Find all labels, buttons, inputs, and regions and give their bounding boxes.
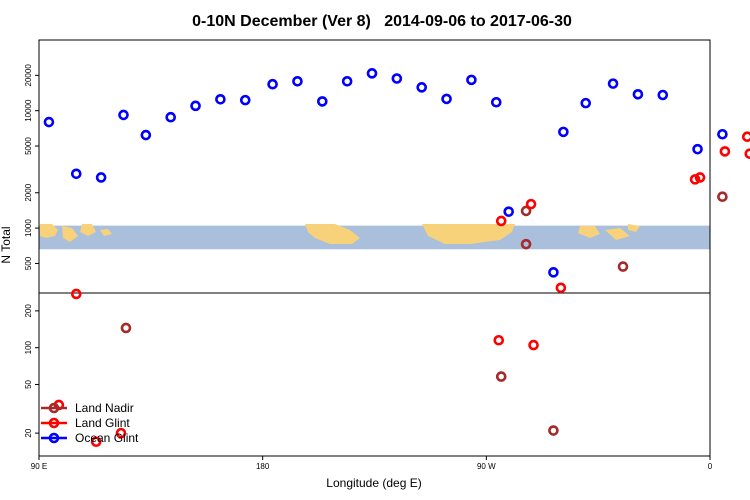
land-nadir-point [120,322,132,334]
ocean-glint-point [441,93,452,105]
landmass-2 [80,224,96,236]
x-tick-label: 180 [256,462,270,471]
landmass-0 [40,224,58,238]
y-tick-label-upper: 5000 [24,137,33,155]
x-tick-label: 90 W [477,462,496,471]
ocean-glint-point [43,116,55,128]
ocean-glint-point [466,74,477,86]
lower-plot-frame [38,292,711,457]
legend-marker-land-glint [48,417,60,429]
ocean-glint-point [215,94,226,105]
landmass-3 [100,229,112,236]
ocean-glint-point [657,89,669,101]
y-tick-label-upper: 20000 [24,64,33,87]
y-tick-label-lower: 20 [24,428,33,437]
ocean-glint-point [692,143,703,155]
legend-label-land-nadir: Land Nadir [75,401,134,415]
ocean-glint-point [118,109,129,121]
land-glint-point [493,334,505,346]
ocean-glint-point [548,267,559,278]
ocean-glint-point [366,68,378,79]
ocean-glint-point [490,96,502,108]
ocean-glint-point [239,94,251,106]
land-glint-point [115,427,127,439]
ocean-glint-point [190,100,201,112]
ocean-glint-point [558,126,569,138]
land-glint-point [555,282,567,294]
land-nadir-point [520,238,532,250]
land-glint-point [689,174,701,185]
x-axis-title: Longitude (deg E) [326,476,421,490]
y-tick-label-lower: 100 [24,340,33,354]
land-glint-point [525,198,537,210]
ocean-glint-point [317,96,328,107]
ocean-glint-point [95,172,107,183]
legend-label-ocean-glint: Ocean Glint [75,431,139,445]
landmass-7 [605,228,630,240]
y-tick-label-lower: 50 [24,379,33,388]
y-tick-label-upper: 500 [24,256,33,270]
y-tick-label-upper: 10000 [24,99,33,122]
land-nadir-point [548,425,559,436]
ocean-glint-point [503,206,515,217]
legend-marker-land-nadir [48,402,60,414]
land-nadir-point [495,371,507,382]
land-glint-point [694,172,706,183]
ocean-glint-point [292,75,303,87]
chart-title: 0-10N December (Ver 8) 2014-09-06 to 201… [192,13,572,30]
land-glint-point [741,131,750,143]
landmass-5 [422,224,515,244]
ocean-glint-point [580,97,592,109]
landmass-1 [62,226,78,242]
landmass-8 [628,224,640,232]
y-axis-title: N Total [0,226,13,263]
landmass-6 [578,226,600,238]
legend-label-land-glint: Land Glint [75,416,130,430]
legend-marker-ocean-glint [48,432,60,444]
landmass-4 [305,224,360,244]
land-nadir-point [520,205,532,217]
ocean-glint-point [607,78,619,89]
land-nadir-point [617,261,629,272]
y-tick-label-upper: 2000 [24,183,33,201]
ocean-glint-point [165,111,177,123]
y-tick-label-lower: 200 [24,304,33,318]
x-tick-label: 90 E [31,462,47,471]
ocean-glint-point [717,128,728,140]
ocean-glint-point [70,168,82,180]
land-glint-point [528,339,539,351]
ocean-band [39,225,710,250]
land-glint-point [719,146,731,157]
land-glint-point [90,436,102,448]
land-nadir-point [717,191,728,203]
land-glint-point [744,148,750,160]
land-glint-point [495,215,507,227]
ocean-glint-point [391,73,403,84]
ocean-glint-point [632,88,644,100]
ocean-glint-point [416,82,428,93]
ocean-glint-point [341,75,353,87]
y-tick-label-upper: 1000 [24,219,33,237]
ocean-glint-point [267,78,278,90]
x-tick-label: 0 [708,462,713,471]
land-glint-point [70,288,82,300]
land-map-strip [39,224,710,250]
ocean-glint-point [140,129,152,141]
